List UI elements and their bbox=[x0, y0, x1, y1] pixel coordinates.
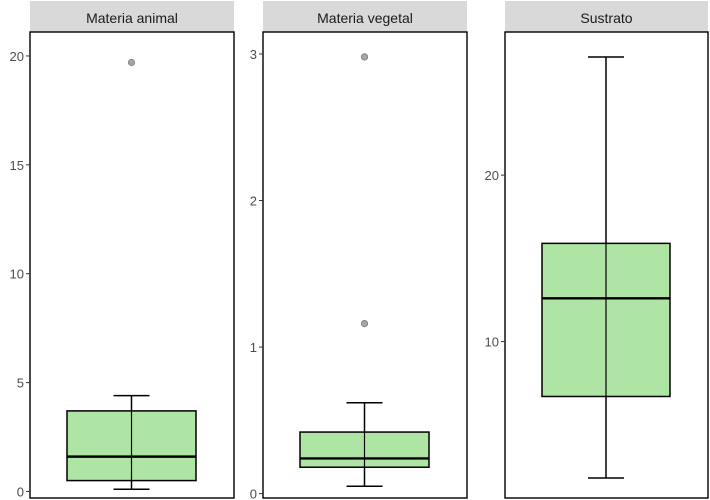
y-tick-label: 10 bbox=[10, 267, 24, 282]
outlier-point bbox=[360, 53, 369, 61]
facet-strip bbox=[263, 1, 467, 32]
facet-panel-sustrato: Sustrato 10 20 bbox=[485, 1, 709, 499]
facet-title: Materia animal bbox=[86, 10, 178, 26]
facet-panel-materia-vegetal: Materia vegetal 0 1 2 3 bbox=[250, 1, 468, 500]
y-tick-label: 2 bbox=[250, 194, 257, 209]
outlier-point bbox=[127, 58, 136, 67]
facet-strip bbox=[505, 1, 708, 32]
y-tick-label: 0 bbox=[17, 484, 24, 499]
outlier-point bbox=[360, 320, 369, 328]
facet-title: Materia vegetal bbox=[317, 10, 413, 26]
facet-strip bbox=[30, 1, 234, 32]
facet-panel-materia-animal: Materia animal 0 5 10 15 20 bbox=[10, 1, 235, 499]
y-tick-label: 0 bbox=[250, 487, 257, 500]
y-tick-label: 5 bbox=[17, 376, 24, 391]
y-tick-label: 3 bbox=[250, 47, 257, 62]
y-tick-label: 10 bbox=[485, 335, 499, 350]
y-tick-label: 20 bbox=[485, 168, 499, 183]
facet-title: Sustrato bbox=[580, 10, 632, 26]
y-tick-label: 20 bbox=[10, 49, 24, 64]
y-tick-label: 1 bbox=[250, 340, 257, 355]
y-tick-label: 15 bbox=[10, 158, 24, 173]
